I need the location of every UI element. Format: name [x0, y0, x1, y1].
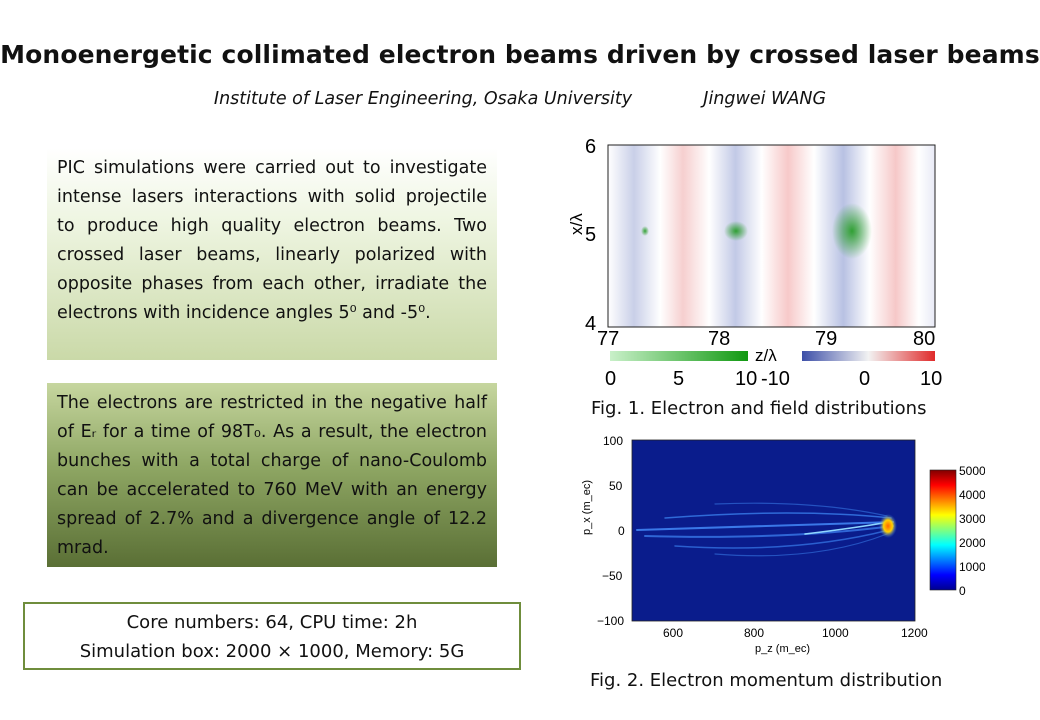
- momentum-map: [631, 439, 916, 622]
- fig2-ytick: −50: [602, 569, 623, 583]
- fig1-xtick: 80: [913, 328, 935, 350]
- fig1-xtick: 77: [597, 328, 619, 350]
- fig2-ytick: −100: [597, 614, 624, 628]
- cb2-tick: 3000: [959, 512, 985, 526]
- field-map: [607, 144, 936, 328]
- affiliation: Institute of Laser Engineering, Osaka Un…: [213, 89, 633, 109]
- electron-trace: [641, 226, 649, 236]
- cb-field-tick: 0: [859, 368, 870, 390]
- fig1-ytick: 6: [585, 136, 596, 158]
- text-box-results: The electrons are restricted in the nega…: [47, 383, 497, 567]
- fig2-xtick: 1000: [822, 626, 849, 640]
- cb2-tick: 1000: [959, 560, 985, 574]
- momentum-tracks: [636, 502, 894, 557]
- field-colorbar: [802, 351, 935, 361]
- fig2-xtick: 800: [744, 626, 764, 640]
- author: Jingwei WANG: [703, 89, 827, 109]
- cb2-tick: 2000: [959, 536, 985, 550]
- fig2-ytick: 50: [609, 479, 623, 493]
- cb2-tick: 5000: [959, 464, 985, 478]
- cb-electron-tick: 10: [735, 368, 757, 390]
- info-box: Core numbers: 64, CPU time: 2h Simulatio…: [23, 602, 521, 670]
- subtitle: Institute of Laser Engineering, Osaka Un…: [0, 89, 1040, 109]
- intro-text: PIC simulations were carried out to inve…: [57, 158, 487, 323]
- fig1-xlabel: z/λ: [755, 346, 777, 365]
- info-line-2: Simulation box: 2000 × 1000, Memory: 5G: [79, 641, 465, 662]
- fig2-ytick: 0: [618, 524, 625, 538]
- results-text: The electrons are restricted in the nega…: [57, 393, 487, 558]
- fig2-xlabel: p_z (m_ec): [755, 643, 810, 655]
- info-line-1: Core numbers: 64, CPU time: 2h: [126, 612, 418, 633]
- momentum-peak: [879, 514, 897, 538]
- cb2-tick: 0: [959, 584, 966, 598]
- momentum-colorbar: [929, 469, 957, 591]
- electron-bunch-2: [832, 203, 872, 259]
- fig1-xtick: 78: [708, 328, 730, 350]
- electron-bunch-1: [724, 221, 748, 241]
- text-box-intro: PIC simulations were carried out to inve…: [47, 148, 497, 360]
- cb-electron-tick: 0: [605, 368, 616, 390]
- figure-1: 6 5 4 x/λ 77 78 79 80 z/λ 0 5 10 -10 0 1…: [567, 136, 942, 390]
- page-title: Monoenergetic collimated electron beams …: [0, 40, 1040, 69]
- cb-field-tick: -10: [761, 368, 790, 390]
- fig1-ytick: 4: [585, 313, 596, 335]
- fig1-ytick: 5: [585, 224, 596, 246]
- cb-field-tick: 10: [920, 368, 942, 390]
- fig2-xtick: 1200: [901, 626, 928, 640]
- figure-2: 5000 4000 3000 2000 1000 0 100 50 0 −50 …: [581, 434, 985, 655]
- fig2-ytick: 100: [603, 434, 623, 448]
- cb-electron-tick: 5: [673, 368, 684, 390]
- figure-1-caption: Fig. 1. Electron and field distributions: [591, 398, 927, 419]
- cb2-tick: 4000: [959, 488, 985, 502]
- figure-2-caption: Fig. 2. Electron momentum distribution: [590, 670, 943, 691]
- fig1-ylabel: x/λ: [567, 213, 586, 235]
- electron-colorbar: [610, 351, 748, 361]
- fig2-ylabel: p_x (m_ec): [581, 480, 593, 535]
- fig2-xtick: 600: [663, 626, 683, 640]
- fig1-xtick: 79: [815, 328, 837, 350]
